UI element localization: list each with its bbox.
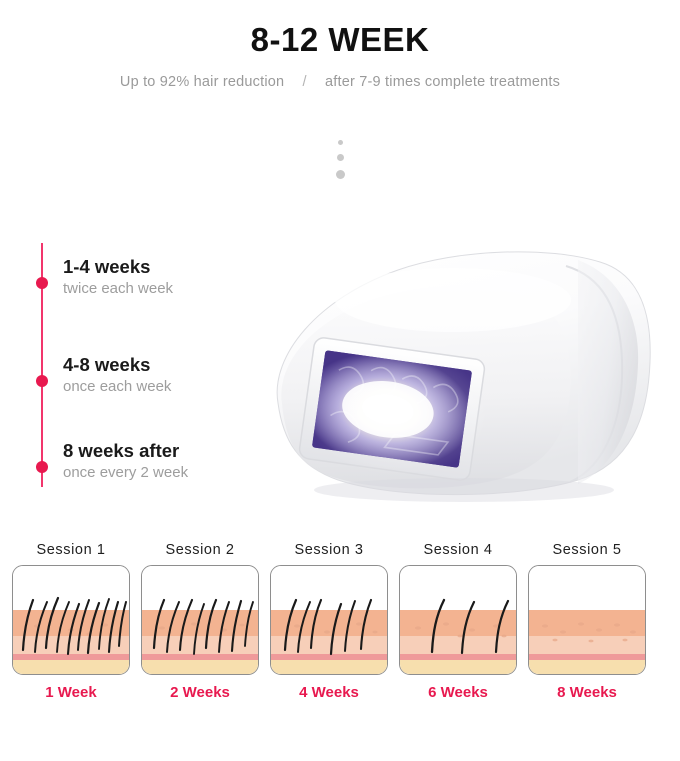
session-cell-2: Session 2 xyxy=(139,540,261,701)
subtitle-left-text: Up to 92% hair reduction xyxy=(119,74,285,91)
timeline-entry-2-subtitle: once each week xyxy=(63,378,172,396)
session-label-5: Session 5 xyxy=(552,542,622,558)
session-label-3: Session 3 xyxy=(294,542,364,558)
session-label-2: Session 2 xyxy=(165,542,235,558)
subtitle: Up to 92% hair reduction / after 7-9 tim… xyxy=(0,74,680,90)
timeline-entry-3-title: 8 weeks after xyxy=(63,440,180,461)
session-cell-5: Session 5 8 Weeks xyxy=(526,540,648,701)
timeline-dot-icon xyxy=(36,461,48,473)
header: 8-12 WEEK Up to 92% hair reduction / aft… xyxy=(0,0,680,90)
timeline-vertical-line xyxy=(41,243,43,487)
skin-diagram-1 xyxy=(12,565,130,675)
timeline-entry-2-title: 4-8 weeks xyxy=(63,354,151,375)
dot-medium-icon xyxy=(336,154,344,161)
subtitle-right-text: after 7-9 times complete treatments xyxy=(325,74,561,91)
dots-divider xyxy=(0,140,680,188)
flash-light-spill xyxy=(306,352,490,476)
week-label-3: 4 Weeks xyxy=(299,684,359,701)
week-label-1: 1 Week xyxy=(45,684,97,701)
timeline-entry-1-text: 1-4 weeks twice each week xyxy=(63,255,173,299)
sessions-row: Session 1 xyxy=(0,540,680,740)
week-label-5: 8 Weeks xyxy=(557,684,617,701)
dot-small-icon xyxy=(337,140,343,145)
session-label-4: Session 4 xyxy=(423,542,493,558)
ipl-device-illustration xyxy=(276,251,651,502)
week-label-4: 6 Weeks xyxy=(428,684,488,701)
timeline-entry-1-title: 1-4 weeks xyxy=(63,256,151,277)
skin-diagram-4 xyxy=(399,565,517,675)
product-image xyxy=(248,228,668,518)
treatment-schedule-timeline: 1-4 weeks twice each week 4-8 weeks once… xyxy=(36,243,276,493)
skin-diagram-5 xyxy=(528,565,646,675)
timeline-entry-3-subtitle: once every 2 week xyxy=(63,464,189,482)
device-shadow xyxy=(314,478,614,502)
hair-group xyxy=(283,598,373,656)
session-label-1: Session 1 xyxy=(36,542,106,558)
session-cell-3: Session 3 xyxy=(268,540,390,701)
device-top-highlight xyxy=(335,268,571,332)
timeline-dot-icon xyxy=(36,375,48,387)
page-title: 8-12 WEEK xyxy=(250,21,430,58)
session-cell-1: Session 1 xyxy=(10,540,132,701)
timeline-entry-3-text: 8 weeks after once every 2 week xyxy=(63,439,188,483)
session-cell-4: Session 4 6 Weeks xyxy=(397,540,519,701)
skin-diagram-3 xyxy=(270,565,388,675)
skin-diagram-2 xyxy=(141,565,259,675)
device-right-panel xyxy=(578,260,639,484)
dot-large-icon xyxy=(335,170,345,179)
timeline-entry-1-subtitle: twice each week xyxy=(63,280,174,298)
hair-group xyxy=(430,598,510,655)
hair-group xyxy=(152,598,254,655)
week-label-2: 2 Weeks xyxy=(170,684,230,701)
timeline-entry-2-text: 4-8 weeks once each week xyxy=(63,353,171,397)
subtitle-separator: / xyxy=(302,74,307,91)
timeline-dot-icon xyxy=(36,277,48,289)
hair-group xyxy=(21,596,127,656)
